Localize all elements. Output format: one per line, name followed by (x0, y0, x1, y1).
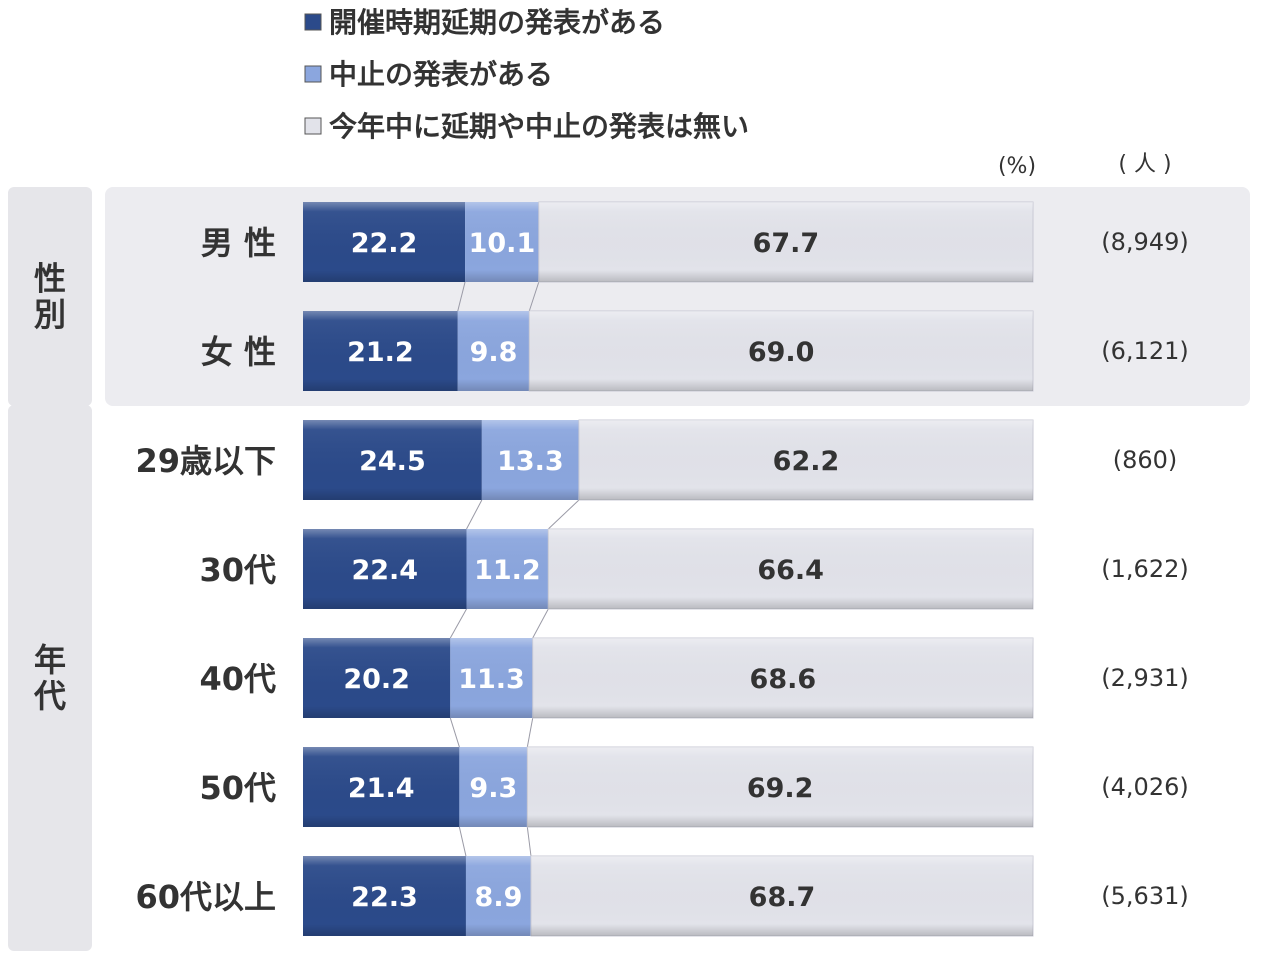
connector-3-1 (547, 499, 580, 530)
connector-1-0 (457, 281, 466, 312)
value-label-5-1: 9.3 (469, 773, 517, 804)
bar-sheen-3-0 (303, 529, 467, 609)
bar-sheen-0-0 (303, 202, 466, 282)
value-label-2-0: 24.5 (359, 446, 426, 477)
bar-sheen-2-1 (481, 420, 579, 500)
sample-size-0: (8,949) (1101, 228, 1188, 256)
value-label-3-2: 66.4 (757, 555, 824, 586)
bar-sheen-5-1 (459, 747, 528, 827)
category-label-2: 29歳以下 (135, 442, 276, 480)
bar-sheen-2-0 (303, 420, 482, 500)
count-unit-label: ( 人 ) (1118, 152, 1171, 177)
sample-size-1: (6,121) (1101, 337, 1188, 365)
connector-6-1 (526, 826, 532, 857)
value-label-3-1: 11.2 (474, 555, 541, 586)
value-label-1-2: 69.0 (748, 337, 815, 368)
connector-4-1 (532, 608, 549, 639)
group-label-char-1-1: 代 (33, 677, 66, 715)
group-label-box-0 (8, 187, 92, 406)
legend-swatch-0 (304, 13, 322, 31)
value-label-0-2: 67.7 (753, 228, 820, 259)
bar-sheen-6-0 (303, 856, 466, 936)
sample-size-4: (2,931) (1101, 664, 1188, 692)
legend-label-1: 中止の発表がある (329, 58, 553, 91)
connector-6-0 (458, 826, 467, 857)
group-label-char-0-0: 性 (34, 260, 66, 298)
value-label-5-0: 21.4 (348, 773, 415, 804)
value-label-0-1: 10.1 (469, 228, 536, 259)
bar-sheen-5-2 (527, 747, 1033, 827)
legend-label-0: 開催時期延期の発表がある (329, 6, 665, 39)
value-label-4-1: 11.3 (458, 664, 525, 695)
category-label-1: 女 性 (201, 333, 276, 371)
value-label-6-1: 8.9 (475, 882, 523, 913)
connector-5-1 (526, 717, 534, 748)
connector-lines (449, 281, 580, 857)
category-label-4: 40代 (199, 660, 276, 698)
sample-size-2: (860) (1113, 446, 1178, 474)
bar-sheen-0-1 (465, 202, 539, 282)
bar-sheen-1-0 (303, 311, 458, 391)
value-label-2-2: 62.2 (773, 446, 840, 477)
legend-label-2: 今年中に延期や中止の発表は無い (329, 110, 749, 143)
bar-sheen-1-2 (529, 311, 1033, 391)
bar-sheen-4-0 (303, 638, 451, 718)
sample-size-5: (4,026) (1101, 773, 1188, 801)
bar-sheen-5-0 (303, 747, 460, 827)
value-label-3-0: 22.4 (351, 555, 418, 586)
legend-swatch-1 (304, 65, 322, 83)
category-label-0: 男 性 (201, 224, 276, 262)
bar-sheen-6-1 (465, 856, 531, 936)
value-label-6-0: 22.3 (351, 882, 418, 913)
connector-5-0 (449, 717, 460, 748)
bar-sheen-6-2 (530, 856, 1033, 936)
bar-sheen-1-1 (457, 311, 530, 391)
group-label-box-1 (8, 405, 92, 951)
sample-size-6: (5,631) (1101, 882, 1188, 910)
legend-swatch-2 (304, 117, 322, 135)
value-label-1-1: 9.8 (470, 337, 518, 368)
group-label-char-0-1: 別 (34, 296, 66, 334)
category-label-6: 60代以上 (135, 878, 276, 916)
category-label-3: 30代 (199, 551, 276, 589)
bar-sheen-4-2 (532, 638, 1033, 718)
value-label-0-0: 22.2 (351, 228, 418, 259)
group-label-char-1-0: 年 (34, 641, 66, 679)
sample-size-3: (1,622) (1101, 555, 1188, 583)
bar-sheen-3-1 (466, 529, 549, 609)
value-label-4-2: 68.6 (750, 664, 817, 695)
value-label-1-0: 21.2 (347, 337, 414, 368)
value-label-2-1: 13.3 (497, 446, 564, 477)
connector-3-0 (466, 499, 483, 530)
value-label-5-2: 69.2 (747, 773, 814, 804)
bar-sheen-3-2 (548, 529, 1033, 609)
value-label-4-0: 20.2 (343, 664, 410, 695)
bar-sheen-0-2 (538, 202, 1033, 282)
bar-sheen-4-1 (450, 638, 533, 718)
connector-4-0 (449, 608, 467, 639)
value-label-6-2: 68.7 (749, 882, 816, 913)
bars (303, 201, 1034, 937)
connector-1-1 (528, 281, 540, 312)
bar-sheen-2-2 (578, 420, 1033, 500)
percent-unit-label: (%) (998, 154, 1036, 179)
category-label-5: 50代 (199, 769, 276, 807)
